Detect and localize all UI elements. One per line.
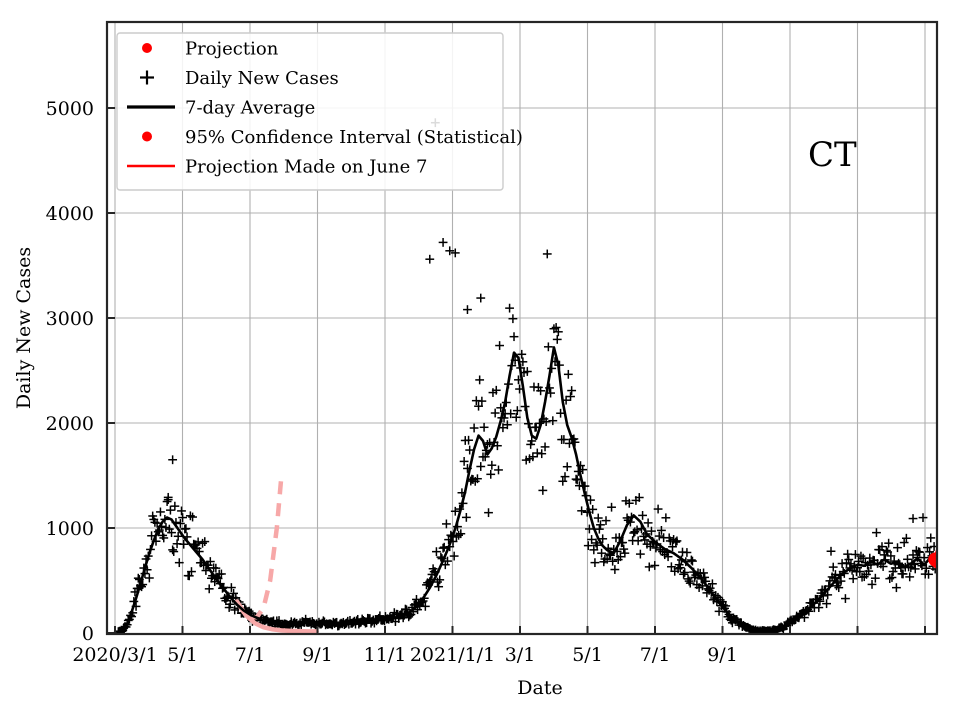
- x-axis-tick-marks: [114, 626, 926, 634]
- y-axis-tick-marks: [107, 107, 115, 634]
- x-tick-label: 5/1: [167, 644, 198, 666]
- y-tick-label: 1000: [46, 518, 94, 540]
- region-annotation-label: CT: [808, 135, 857, 175]
- x-tick-label: 7/1: [235, 644, 266, 666]
- legend-label: Projection Made on June 7: [185, 157, 427, 178]
- x-tick-label: 9/1: [707, 644, 738, 666]
- old-projection-dashed-curve: [235, 477, 284, 620]
- legend-marker-dot: [142, 43, 152, 53]
- x-tick-label: 2021/1/1: [410, 644, 495, 666]
- x-axis-tick-labels: 2020/3/1 5/1 7/1 9/1 11/1 2021/1/1 3/1 5/1 7/1 9/…: [72, 644, 737, 666]
- y-tick-label: 2000: [46, 413, 94, 435]
- chart-legend: Projection Daily New Cases 7-day Average 95…: [116, 32, 523, 191]
- y-axis-tick-labels: 0 1000 2000 3000 4000 5000: [46, 98, 94, 645]
- bottom-mask: [0, 635, 960, 720]
- legend-marker-dot: [142, 131, 152, 142]
- y-tick-label: 5000: [46, 98, 94, 120]
- left-mask: [0, 0, 107, 720]
- legend-items: Projection Daily New Cases 7-day Average 95…: [127, 39, 523, 178]
- x-tick-label: 2020/3/1: [72, 644, 157, 666]
- legend-label: Projection: [185, 39, 279, 60]
- x-tick-label: 3/1: [505, 644, 536, 666]
- legend-box: [116, 32, 504, 191]
- top-mask: [0, 0, 960, 22]
- y-tick-label: 0: [82, 623, 94, 645]
- legend-label: 95% Confidence Interval (Statistical): [185, 127, 523, 148]
- x-tick-label: 9/1: [302, 644, 333, 666]
- old-projection-lower-curve: [234, 599, 319, 634]
- y-tick-label: 4000: [46, 203, 94, 225]
- axes-frame: [105, 20, 939, 636]
- seven-day-average-line-autumn: [764, 556, 936, 633]
- x-tick-label: 7/1: [640, 644, 671, 666]
- x-tick-label: 5/1: [572, 644, 603, 666]
- legend-label: Daily New Cases: [185, 68, 339, 89]
- x-axis-title: Date: [517, 677, 562, 699]
- y-tick-label: 3000: [46, 308, 94, 330]
- right-mask: [938, 0, 960, 720]
- y-axis-title: Daily New Cases: [13, 247, 35, 409]
- seven-day-average-line: [117, 346, 765, 634]
- legend-label: 7-day Average: [185, 98, 315, 119]
- x-tick-label: 11/1: [364, 644, 407, 666]
- horizontal-gridlines: [107, 107, 937, 529]
